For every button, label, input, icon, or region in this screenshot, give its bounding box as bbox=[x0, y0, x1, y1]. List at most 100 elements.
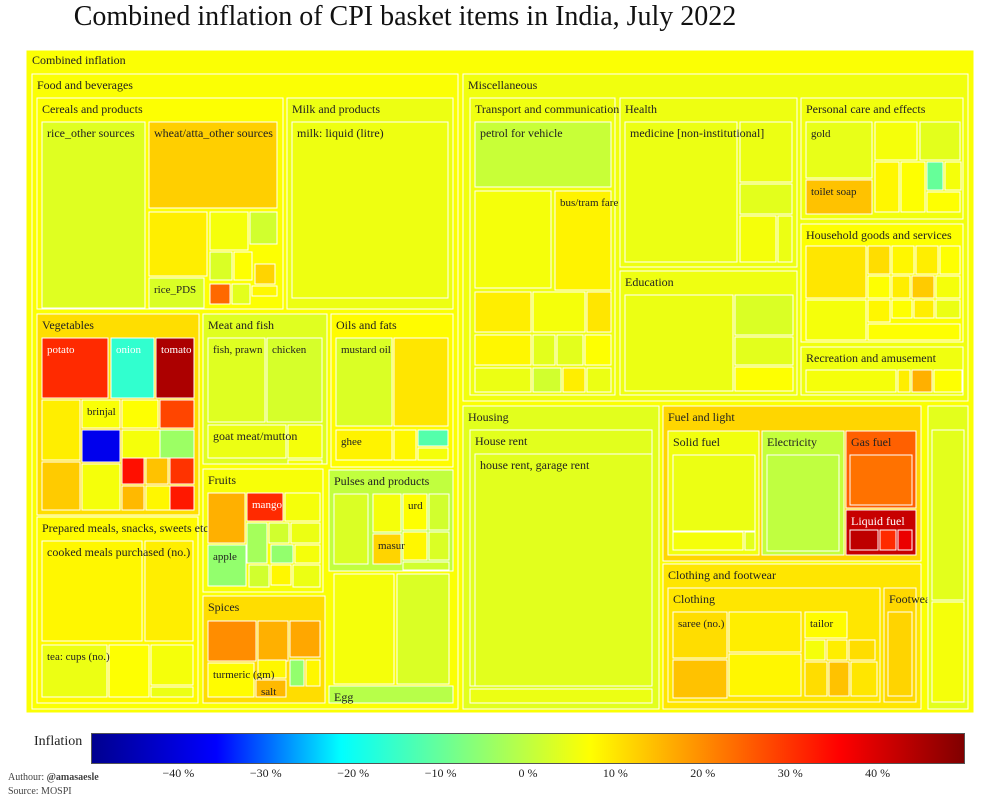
root-label: Combined inflation bbox=[32, 53, 126, 67]
item-potato bbox=[41, 337, 109, 399]
minor-item-tile-top-33 bbox=[290, 522, 321, 544]
minor-item-tile-top-70 bbox=[739, 183, 793, 215]
item-label-onion: onion bbox=[116, 344, 142, 356]
minor-item-tile-top-95 bbox=[624, 294, 734, 392]
colorbar-tick-8: 40 % bbox=[865, 766, 891, 780]
subgroup-egg bbox=[328, 685, 454, 704]
item-label-tea-cups-no: tea: cups (no.) bbox=[47, 651, 110, 663]
minor-item-tile-top-51 bbox=[207, 620, 257, 662]
minor-item-tile-top-85 bbox=[867, 275, 891, 299]
item-label-gold: gold bbox=[811, 128, 831, 140]
minor-item-tile-top-42 bbox=[428, 493, 450, 531]
group-label-food-and-beverages: Food and beverages bbox=[37, 78, 133, 92]
minor-item-tile-top-98 bbox=[734, 366, 794, 392]
minor-item-tile-top-68 bbox=[586, 367, 612, 393]
minor-item-tile-top-81 bbox=[867, 245, 891, 275]
item-label-goat-meat-mutton: goat meat/mutton bbox=[213, 429, 297, 443]
minor-item-tile-top-124 bbox=[931, 601, 965, 703]
colorbar-tick-3: −10 % bbox=[424, 766, 457, 780]
subgroup-label-education: Education bbox=[625, 275, 674, 289]
item-label-bus-tram-fare: bus/tram fare bbox=[560, 197, 618, 209]
item-goat-meat-mutton bbox=[207, 424, 287, 459]
item-rice-pds bbox=[148, 277, 205, 309]
minor-item-tile-top-26 bbox=[393, 429, 417, 461]
minor-item-tile-top-84 bbox=[939, 245, 961, 275]
minor-item-tile-top-113 bbox=[728, 653, 802, 697]
item-urd bbox=[402, 493, 428, 531]
minor-item-tile-top-89 bbox=[805, 299, 867, 341]
minor-item-tile-top-36 bbox=[292, 564, 321, 588]
minor-item-tile-top-93 bbox=[935, 299, 961, 319]
minor-item-tile-top-57 bbox=[474, 190, 552, 289]
minor-item-tile-top-99 bbox=[805, 369, 897, 393]
item-label-toilet-soap: toilet soap bbox=[811, 186, 857, 198]
item-chicken bbox=[266, 337, 323, 423]
item-label-turmeric-gm: turmeric (gm) bbox=[213, 669, 275, 681]
minor-item-tile-top-9 bbox=[41, 399, 81, 461]
minor-item-tile-top-65 bbox=[474, 367, 532, 393]
subgroup-label-household-goods-and-services: Household goods and services bbox=[806, 228, 952, 242]
minor-item-tile-top-76 bbox=[900, 161, 926, 213]
item-label-potato: potato bbox=[47, 344, 75, 356]
subgroup-label-fruits: Fruits bbox=[208, 473, 236, 487]
minor-item-tile-top-6 bbox=[209, 283, 231, 305]
minor-item-tile-top-86 bbox=[891, 275, 911, 299]
minor-item-tile-top-56 bbox=[305, 659, 321, 687]
item-mango bbox=[246, 492, 284, 522]
item-cooked-meals-purchased-no bbox=[41, 540, 143, 642]
subgroup-label-house-rent: House rent bbox=[475, 434, 528, 448]
item-brinjal bbox=[81, 399, 121, 429]
minor-item-tile-top-121 bbox=[887, 611, 913, 697]
subgroup-label-clothing: Clothing bbox=[673, 592, 715, 606]
minor-item-tile-top-63 bbox=[556, 334, 584, 366]
item-fish-prawn bbox=[207, 337, 266, 423]
minor-item-tile-top-114 bbox=[804, 639, 826, 661]
item-bus-tram-fare bbox=[554, 190, 612, 291]
item-label-salt: salt bbox=[261, 686, 276, 698]
source-credit: Source: MOSPI bbox=[8, 786, 72, 797]
minor-item-tile-top-23 bbox=[287, 424, 323, 459]
minor-item-tile-top-16 bbox=[81, 463, 121, 511]
item-onion bbox=[110, 337, 155, 399]
minor-item-tile-top-88 bbox=[935, 275, 961, 299]
minor-item-tile-top-118 bbox=[804, 661, 828, 697]
minor-item-tile-top-101 bbox=[911, 369, 933, 393]
subgroup-label-vegetables: Vegetables bbox=[42, 318, 94, 332]
minor-item-tile-top-90 bbox=[867, 299, 891, 323]
minor-item-tile-top-61 bbox=[474, 334, 532, 366]
minor-item-tile-top-52 bbox=[257, 620, 289, 662]
minor-item-tile-top-119 bbox=[828, 661, 850, 697]
minor-item-tile-top-46 bbox=[396, 573, 450, 685]
author-prefix: Authour: bbox=[8, 772, 47, 783]
item-label-apple: apple bbox=[213, 551, 237, 563]
subgroup-label-solid-fuel: Solid fuel bbox=[673, 435, 721, 449]
subgroup-label-meat-and-fish: Meat and fish bbox=[208, 318, 274, 332]
treemap-chart: Combined inflation Food and beverages Cere… bbox=[25, 49, 975, 714]
minor-item-tile-top-21 bbox=[145, 485, 171, 511]
chart-title: Combined inflation of CPI basket items i… bbox=[73, 1, 737, 32]
minor-item-tile-top-25 bbox=[393, 337, 449, 427]
minor-item-tile-top-14 bbox=[159, 429, 195, 459]
colorbar-tick-5: 10 % bbox=[602, 766, 628, 780]
colorbar-tick-0: −40 % bbox=[162, 766, 195, 780]
item-label-wheat-atta-other-sources: wheat/atta_other sources bbox=[154, 126, 273, 140]
minor-item-tile-top-32 bbox=[268, 522, 290, 544]
minor-item-tile-top-11 bbox=[159, 399, 195, 429]
item-label-tailor: tailor bbox=[810, 618, 834, 630]
item-gold bbox=[805, 121, 873, 179]
minor-item-tile-top-83 bbox=[915, 245, 939, 275]
minor-item-tile-top-71 bbox=[739, 215, 777, 263]
subgroup-label-gas-fuel: Gas fuel bbox=[851, 435, 892, 449]
minor-item-tile-top-35 bbox=[270, 564, 292, 586]
item-turmeric-gm bbox=[207, 662, 255, 698]
item-tea-cups-no bbox=[41, 644, 108, 698]
colorbar-tick-1: −30 % bbox=[249, 766, 282, 780]
minor-item-tile-top-87 bbox=[911, 275, 935, 299]
item-apple bbox=[207, 544, 247, 587]
minor-item-tile-top-40 bbox=[372, 493, 402, 533]
colorbar-tick-2: −20 % bbox=[337, 766, 370, 780]
minor-item-tile-top-79 bbox=[926, 191, 961, 213]
item-label-petrol-for-vehicle: petrol for vehicle bbox=[480, 126, 563, 140]
minor-item-tile-top-3 bbox=[209, 251, 233, 281]
minor-item-tile-top-47 bbox=[144, 540, 194, 642]
